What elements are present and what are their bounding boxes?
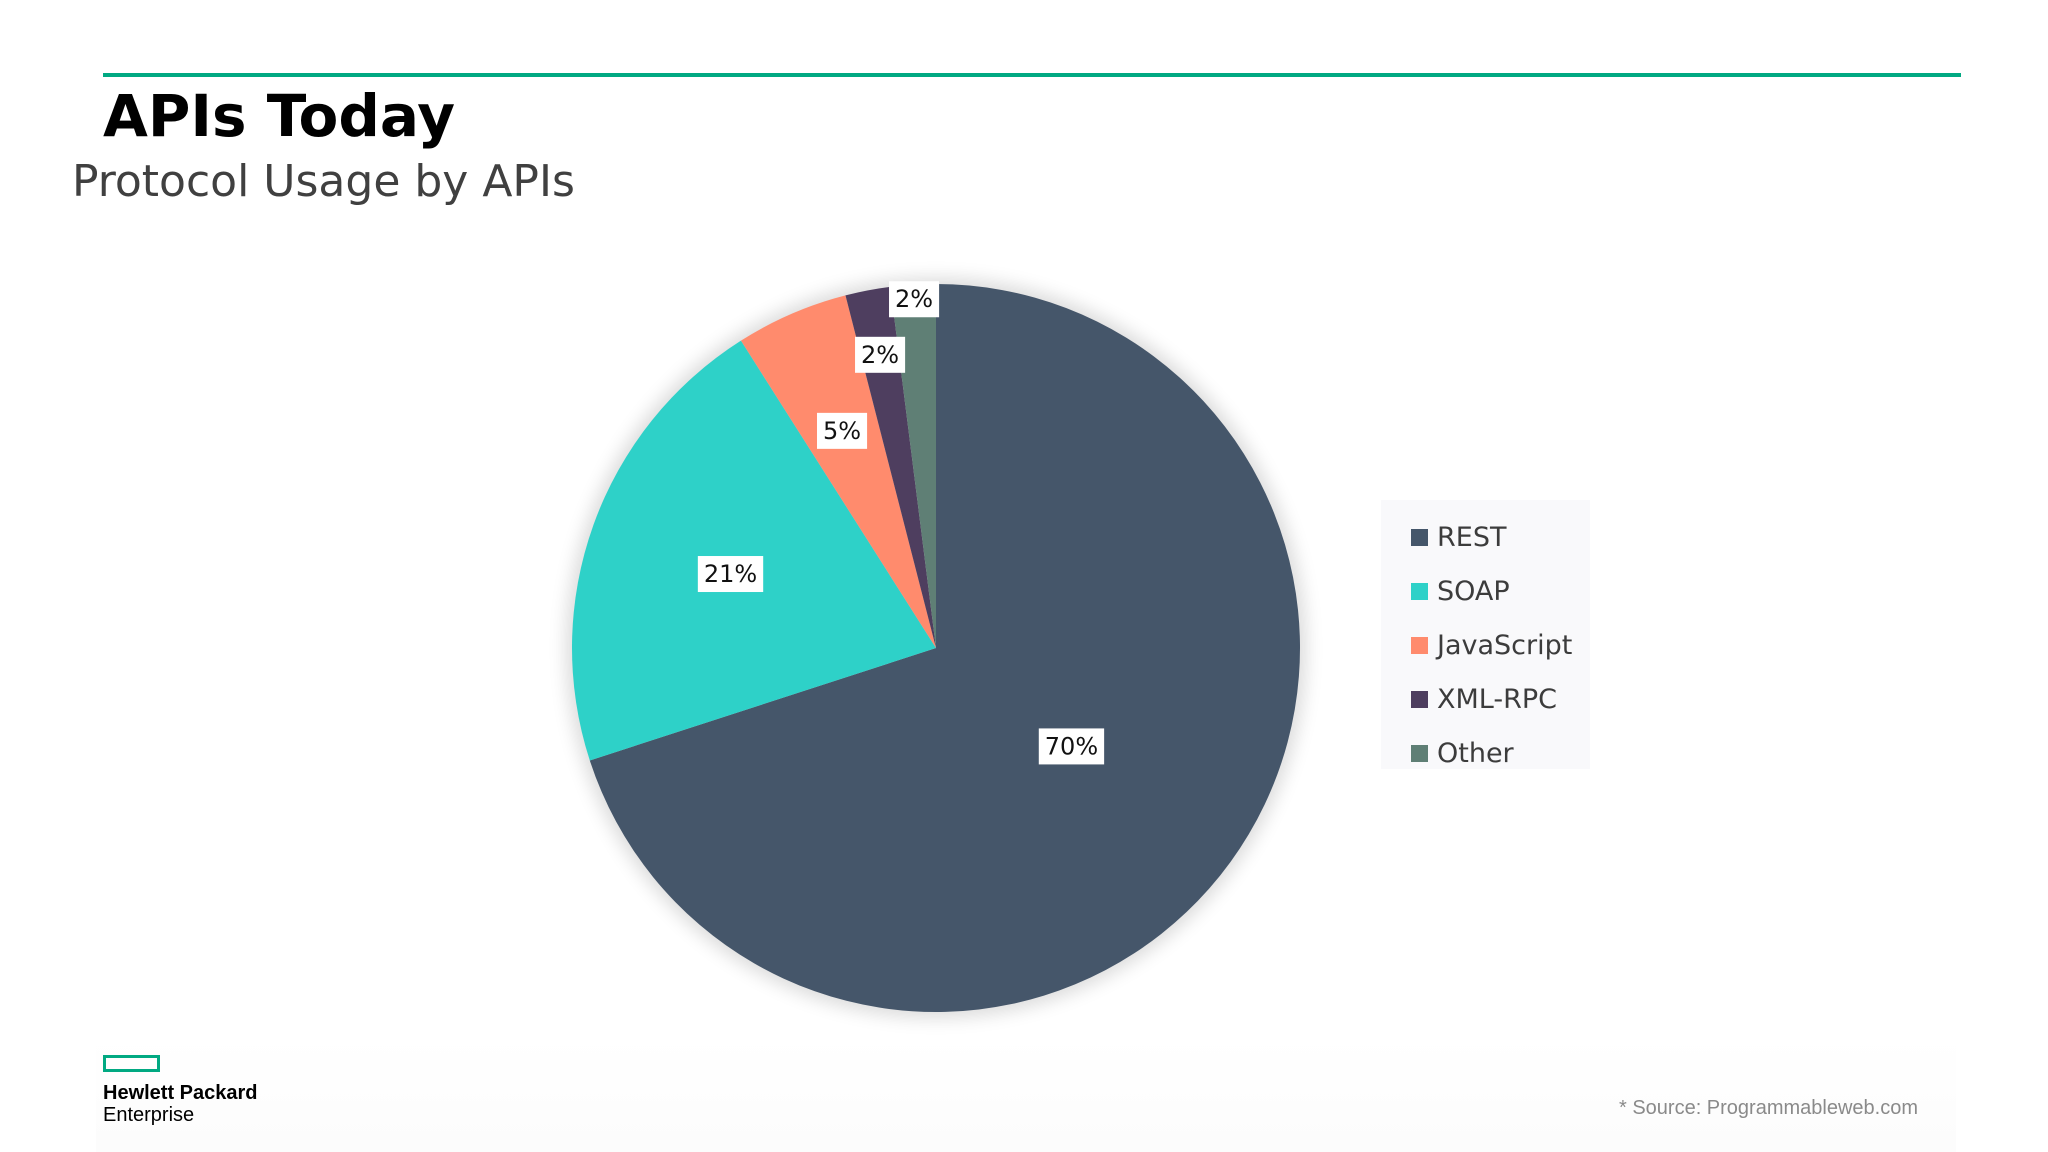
legend-swatch-icon [1411, 636, 1428, 654]
legend-item-rest: REST [1381, 510, 1590, 564]
data-label-text: 21% [704, 560, 757, 588]
data-label-text: 2% [895, 285, 933, 313]
legend-item-xml-rpc: XML-RPC [1381, 672, 1590, 726]
data-label-text: 2% [861, 341, 899, 369]
pie-slice-other [890, 284, 936, 648]
data-label-other: 2% [889, 281, 940, 318]
logo-text-line1: Hewlett Packard [103, 1082, 258, 1104]
pie-data-labels: 70% 21% 5% 2% 2% [697, 281, 1105, 765]
data-label-javascript: 5% [816, 412, 868, 449]
legend-label: REST [1437, 521, 1507, 553]
logo-rectangle-icon [103, 1055, 160, 1072]
legend-label: JavaScript [1437, 629, 1573, 661]
legend-label: Other [1437, 737, 1514, 769]
legend-item-soap: SOAP [1381, 564, 1590, 618]
source-note: * Source: Programmableweb.com [1618, 1097, 1918, 1119]
legend-label: XML-RPC [1437, 683, 1557, 715]
data-label-text: 70% [1045, 732, 1098, 760]
data-label-box [889, 281, 940, 318]
legend-swatch-icon [1411, 744, 1428, 762]
pie-slice-rest [589, 284, 1301, 1012]
data-label-box [1038, 728, 1105, 765]
legend-item-javascript: JavaScript [1381, 618, 1590, 672]
legend-item-other: Other [1381, 726, 1590, 780]
data-label-text: 5% [823, 417, 861, 445]
chart-legend: REST SOAP JavaScript XML-RPC Other [1381, 500, 1590, 769]
title-rule [103, 73, 1961, 77]
data-label-box [855, 336, 906, 373]
data-label-box [816, 412, 868, 449]
pie-slice-soap [572, 340, 936, 761]
legend-swatch-icon [1411, 582, 1428, 600]
slide-title: APIs Today [103, 82, 456, 150]
pie-slice-xml-rpc [845, 286, 936, 648]
data-label-soap: 21% [697, 556, 764, 593]
legend-label: SOAP [1437, 575, 1510, 607]
slide-subtitle: Protocol Usage by APIs [72, 156, 575, 207]
company-logo: Hewlett Packard Enterprise [103, 1055, 258, 1126]
pie-slices [572, 284, 1301, 1012]
logo-text-line2: Enterprise [103, 1104, 195, 1126]
footer-band [96, 1035, 1956, 1152]
data-label-xml-rpc: 2% [855, 336, 906, 373]
legend-swatch-icon [1411, 690, 1428, 708]
pie-slice-javascript [740, 295, 936, 648]
data-label-box [697, 556, 764, 593]
data-label-rest: 70% [1038, 728, 1105, 765]
legend-swatch-icon [1411, 528, 1428, 546]
